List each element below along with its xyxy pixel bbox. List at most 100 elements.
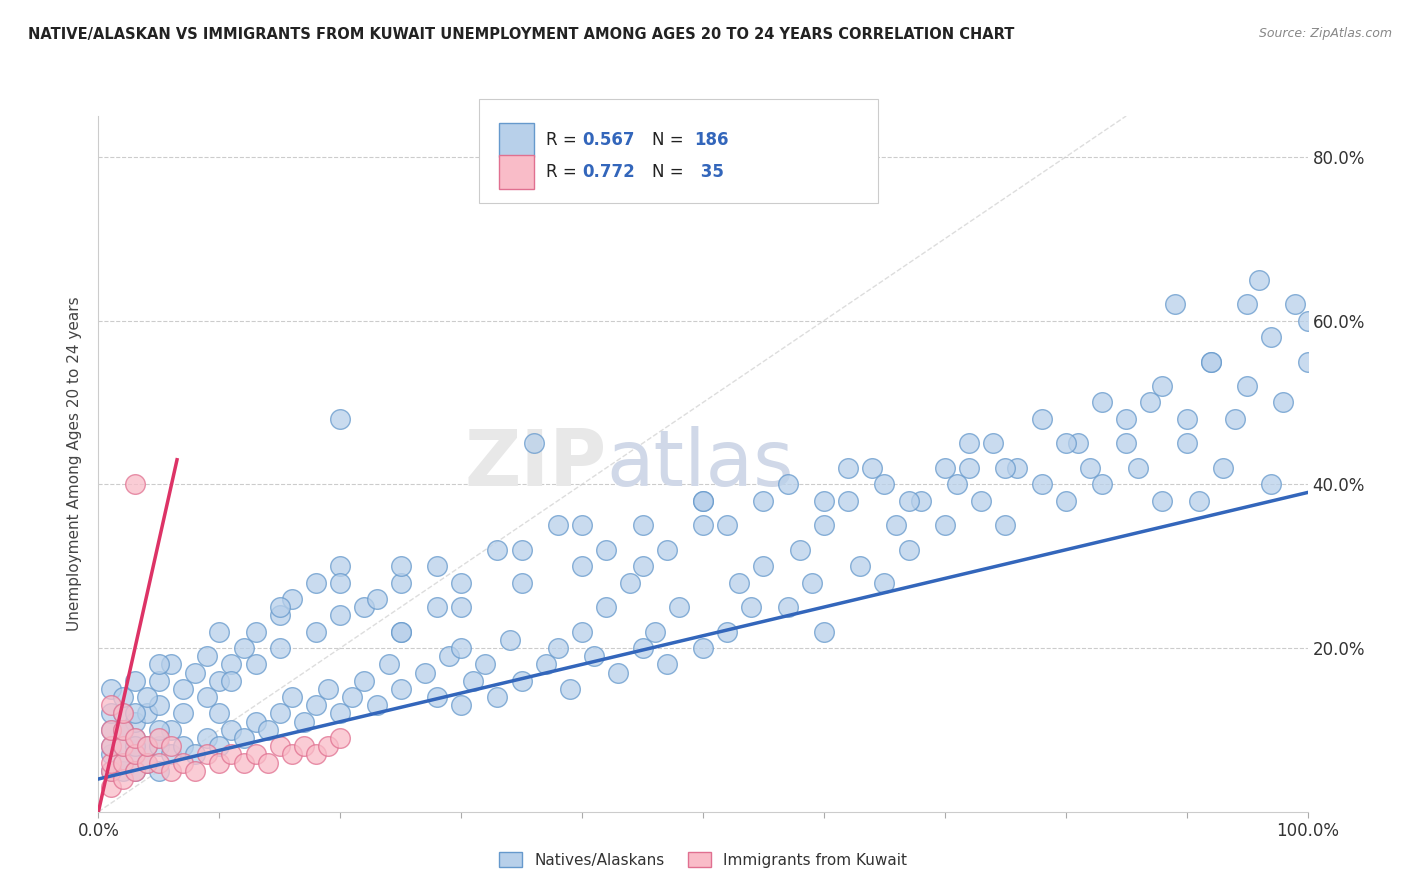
Point: [1139, 395, 1161, 409]
Point: [269, 640, 291, 655]
Point: [172, 739, 194, 754]
Point: [111, 706, 134, 721]
Point: [269, 600, 291, 615]
Point: [463, 673, 485, 688]
Point: [1236, 379, 1258, 393]
Point: [1272, 395, 1295, 409]
Point: [148, 739, 170, 754]
Point: [111, 772, 134, 786]
Point: [329, 608, 352, 623]
Point: [100, 739, 122, 754]
Point: [474, 657, 496, 672]
Text: N =: N =: [652, 162, 689, 180]
Point: [135, 690, 157, 705]
Point: [389, 559, 412, 574]
FancyBboxPatch shape: [479, 99, 879, 203]
Point: [655, 542, 678, 557]
Point: [329, 575, 352, 590]
Point: [934, 518, 956, 533]
Point: [111, 706, 134, 721]
Point: [1212, 461, 1234, 475]
Point: [100, 706, 122, 721]
Point: [195, 649, 218, 664]
Point: [124, 714, 146, 729]
Point: [124, 747, 146, 762]
Point: [1115, 436, 1137, 450]
Point: [1175, 412, 1198, 426]
Point: [208, 624, 231, 639]
Text: 186: 186: [695, 131, 730, 149]
Point: [631, 518, 654, 533]
Point: [716, 518, 738, 533]
Point: [111, 756, 134, 770]
Point: [269, 739, 291, 754]
Point: [292, 714, 315, 729]
Point: [292, 739, 315, 754]
Point: [135, 756, 157, 770]
Point: [221, 747, 243, 762]
Point: [776, 477, 799, 491]
Point: [100, 764, 122, 778]
Point: [172, 756, 194, 770]
Point: [1260, 330, 1282, 344]
Point: [813, 493, 835, 508]
Point: [124, 731, 146, 745]
Point: [860, 461, 883, 475]
Point: [1115, 412, 1137, 426]
Point: [124, 764, 146, 778]
Point: [100, 764, 122, 778]
Point: [873, 477, 896, 491]
Point: [160, 764, 183, 778]
Point: [692, 493, 714, 508]
Point: [1054, 493, 1077, 508]
Point: [510, 673, 533, 688]
Point: [426, 600, 449, 615]
Point: [1091, 395, 1114, 409]
Point: [389, 624, 412, 639]
Point: [534, 657, 557, 672]
Point: [111, 723, 134, 737]
Text: atlas: atlas: [606, 425, 794, 502]
Point: [1054, 436, 1077, 450]
Point: [486, 542, 509, 557]
Point: [148, 756, 170, 770]
Point: [245, 714, 267, 729]
Point: [752, 493, 775, 508]
Point: [510, 542, 533, 557]
Point: [644, 624, 666, 639]
Point: [486, 690, 509, 705]
FancyBboxPatch shape: [499, 154, 534, 189]
Point: [1199, 354, 1222, 368]
Point: [281, 690, 304, 705]
Point: [389, 575, 412, 590]
Point: [135, 706, 157, 721]
Point: [269, 608, 291, 623]
Point: [631, 640, 654, 655]
Point: [740, 600, 762, 615]
Point: [148, 764, 170, 778]
Point: [716, 624, 738, 639]
Point: [111, 690, 134, 705]
Point: [245, 747, 267, 762]
Point: [1163, 297, 1185, 311]
Point: [994, 461, 1017, 475]
Point: [1175, 436, 1198, 450]
Point: [994, 518, 1017, 533]
Point: [124, 764, 146, 778]
Point: [100, 747, 122, 762]
Point: [1007, 461, 1029, 475]
Point: [498, 632, 520, 647]
Point: [510, 575, 533, 590]
Point: [934, 461, 956, 475]
Point: [389, 681, 412, 696]
Point: [124, 477, 146, 491]
Point: [800, 575, 823, 590]
Point: [256, 723, 278, 737]
Point: [269, 706, 291, 721]
Text: N =: N =: [652, 131, 689, 149]
Point: [1091, 477, 1114, 491]
Point: [571, 624, 593, 639]
Point: [124, 747, 146, 762]
Point: [100, 681, 122, 696]
Text: 35: 35: [695, 162, 724, 180]
